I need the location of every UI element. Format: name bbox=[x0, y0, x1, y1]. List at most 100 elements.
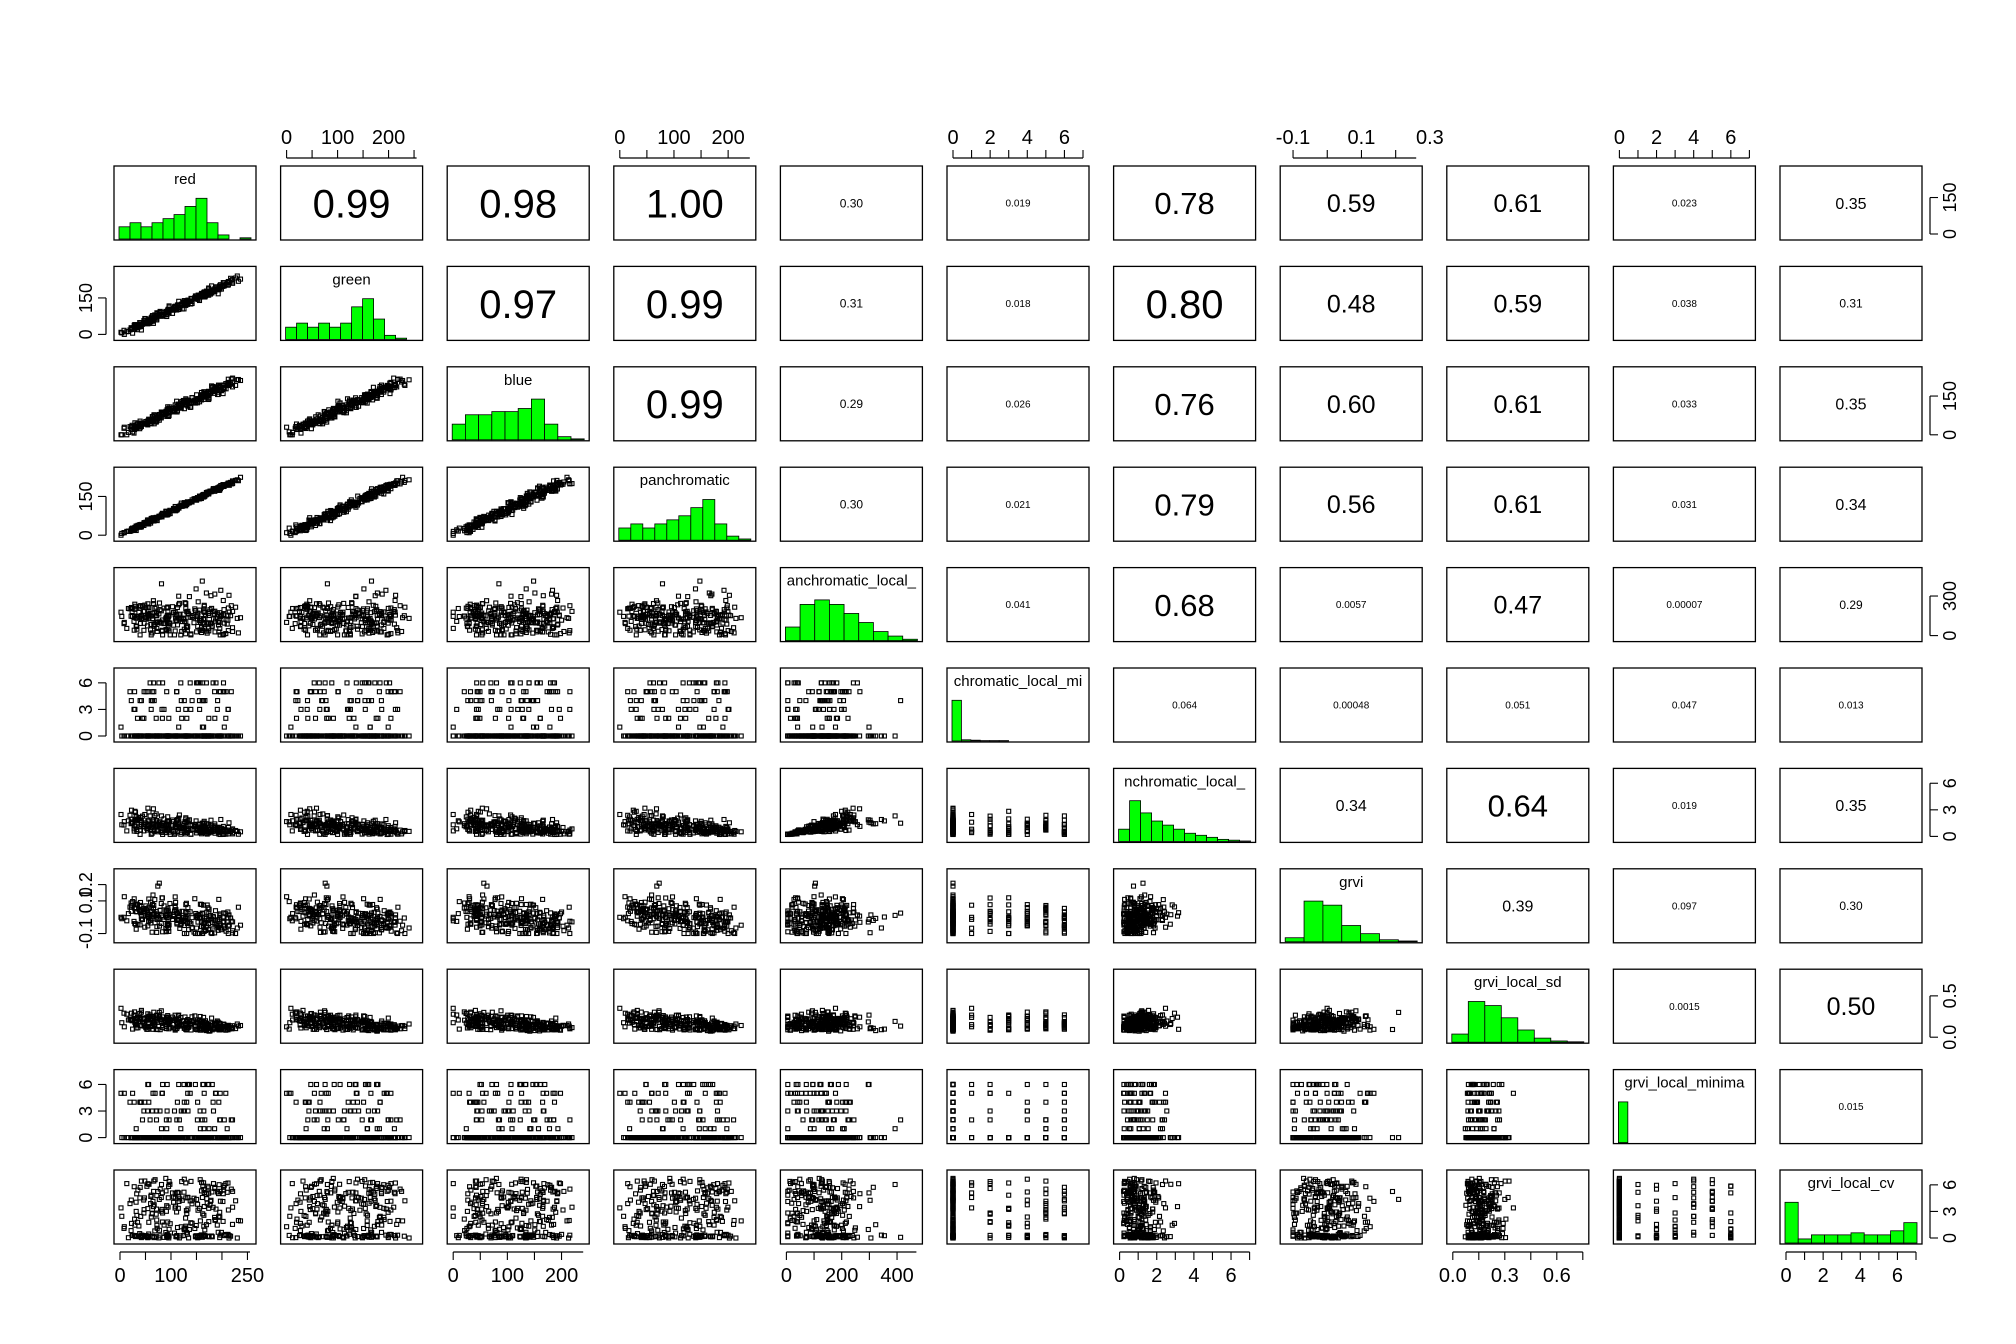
correlation-value: 0.026 bbox=[1005, 399, 1030, 410]
scatter-point bbox=[450, 724, 456, 730]
scatter-point bbox=[137, 632, 143, 638]
scatter-point bbox=[683, 715, 689, 721]
scatter-point bbox=[304, 706, 310, 712]
scatter-point bbox=[121, 425, 127, 431]
scatter-point bbox=[306, 623, 312, 629]
scatter-point bbox=[845, 715, 851, 721]
histogram-bar bbox=[373, 318, 386, 340]
scatter-point bbox=[450, 625, 456, 631]
scatter-point bbox=[128, 698, 134, 704]
scatter-point bbox=[183, 706, 189, 712]
scatter-point bbox=[723, 597, 729, 604]
scatter-panel bbox=[617, 578, 744, 638]
scatter-point bbox=[655, 706, 661, 712]
correlation-value: 0.35 bbox=[1835, 397, 1866, 414]
scatter-point bbox=[288, 724, 294, 730]
scatter-point bbox=[523, 586, 529, 592]
histogram-bar bbox=[902, 638, 918, 642]
scatter-point bbox=[395, 376, 401, 383]
scatter-point bbox=[195, 295, 201, 301]
histogram-bar bbox=[173, 214, 186, 240]
scatter-point bbox=[153, 414, 159, 421]
correlation-value: 0.59 bbox=[1327, 190, 1376, 218]
scatter-point bbox=[312, 715, 319, 721]
scatter-point bbox=[152, 605, 158, 611]
scatter-point bbox=[298, 430, 304, 436]
scatter-point bbox=[237, 276, 244, 282]
scatter-point bbox=[617, 724, 623, 730]
scatter-point bbox=[633, 698, 639, 704]
scatter-point bbox=[132, 689, 138, 695]
scatter-point bbox=[489, 689, 495, 695]
scatter-point bbox=[298, 706, 304, 712]
scatter-point bbox=[450, 613, 456, 619]
scatter-point bbox=[119, 613, 125, 619]
scatter-point bbox=[820, 706, 827, 712]
scatter-point bbox=[215, 391, 221, 398]
scatter-point bbox=[677, 715, 684, 721]
scatter-point bbox=[119, 432, 125, 438]
scatter-point bbox=[351, 715, 357, 721]
scatter-point bbox=[315, 412, 321, 418]
scatter-point bbox=[377, 680, 383, 686]
scatter-point bbox=[344, 680, 350, 686]
scatter-point bbox=[659, 581, 666, 587]
scatter-point bbox=[526, 599, 532, 605]
scatter-point bbox=[156, 414, 162, 420]
scatter-point bbox=[675, 593, 682, 599]
scatter-point bbox=[188, 706, 194, 712]
scatter-point bbox=[215, 291, 221, 297]
scatter-point bbox=[347, 698, 353, 704]
scatter-point bbox=[169, 604, 176, 610]
scatter-point bbox=[406, 615, 412, 621]
scatter-panel bbox=[118, 474, 244, 538]
scatter-point bbox=[642, 627, 648, 633]
scatter-point bbox=[554, 592, 560, 598]
histogram-bar bbox=[829, 604, 845, 642]
scatter-point bbox=[685, 594, 691, 600]
scatter-point bbox=[186, 594, 192, 600]
scatter-point bbox=[795, 724, 801, 730]
scatter-point bbox=[621, 613, 627, 619]
correlation-value: 0.47 bbox=[1493, 592, 1542, 620]
scatter-point bbox=[226, 592, 232, 598]
scatter-point bbox=[237, 377, 244, 384]
scatter-point bbox=[153, 314, 159, 320]
correlation-value: 0.61 bbox=[1493, 491, 1542, 519]
scatter-point bbox=[456, 613, 462, 620]
scatter-point bbox=[824, 689, 831, 695]
scatter-point bbox=[499, 689, 505, 695]
scatter-point bbox=[124, 625, 130, 631]
scatter-point bbox=[617, 609, 623, 615]
scatter-point bbox=[368, 578, 375, 584]
scatter-point bbox=[540, 593, 546, 599]
histogram-bar bbox=[285, 326, 298, 340]
scatter-panel bbox=[450, 805, 575, 838]
scatter-point bbox=[841, 706, 847, 712]
histogram-bar bbox=[517, 408, 532, 441]
scatter-point bbox=[675, 706, 681, 712]
scatter-point bbox=[515, 706, 521, 712]
scatter-panel bbox=[118, 578, 244, 638]
scatter-point bbox=[167, 404, 173, 410]
scatter-point bbox=[353, 680, 359, 686]
diagonal-label: panchromatic bbox=[640, 472, 731, 489]
scatter-panel bbox=[118, 273, 244, 337]
scatter-point bbox=[711, 706, 717, 712]
scatter-point bbox=[199, 724, 205, 730]
scatter-point bbox=[721, 816, 727, 823]
scatter-point bbox=[556, 706, 562, 712]
correlation-value: 0.31 bbox=[1839, 297, 1863, 311]
scatter-point bbox=[197, 706, 203, 712]
scatter-point bbox=[378, 698, 384, 704]
scatter-point bbox=[508, 593, 514, 599]
correlation-value: 0.98 bbox=[479, 182, 557, 226]
correlation-value: 0.48 bbox=[1327, 290, 1376, 318]
scatter-point bbox=[220, 680, 227, 686]
scatter-point bbox=[137, 698, 143, 704]
scatter-point bbox=[192, 295, 198, 301]
scatter-point bbox=[726, 592, 732, 598]
scatter-point bbox=[172, 304, 178, 311]
scatter-point bbox=[199, 290, 205, 296]
scatter-point bbox=[195, 689, 201, 695]
